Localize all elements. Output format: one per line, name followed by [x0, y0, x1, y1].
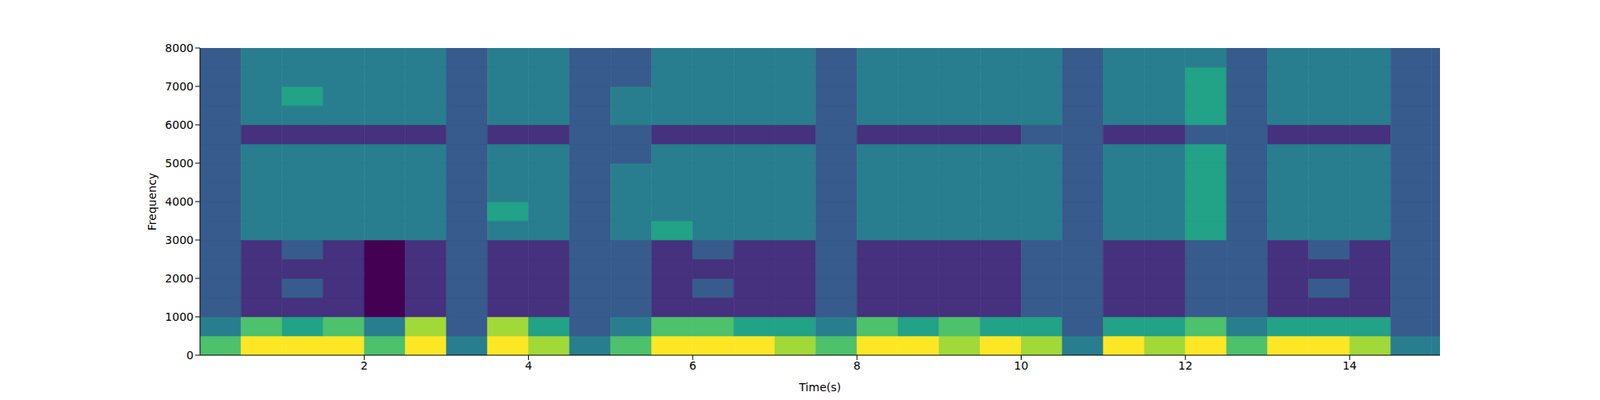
- svg-text:4: 4: [524, 359, 532, 372]
- svg-text:1000: 1000: [164, 310, 194, 324]
- svg-text:8: 8: [853, 359, 861, 372]
- svg-text:2000: 2000: [164, 272, 194, 285]
- svg-text:6000: 6000: [164, 118, 194, 132]
- svg-text:10: 10: [1014, 359, 1029, 372]
- svg-text:7000: 7000: [164, 80, 194, 93]
- svg-text:2: 2: [360, 359, 368, 372]
- svg-text:5000: 5000: [164, 156, 194, 170]
- svg-text:Time(s): Time(s): [798, 380, 841, 394]
- svg-text:6: 6: [688, 359, 696, 372]
- svg-text:12: 12: [1178, 359, 1193, 372]
- svg-text:14: 14: [1342, 359, 1357, 372]
- svg-text:Frequency: Frequency: [145, 172, 159, 231]
- svg-text:3000: 3000: [164, 233, 194, 247]
- svg-text:8000: 8000: [164, 41, 194, 55]
- svg-text:0: 0: [186, 348, 194, 362]
- svg-text:4000: 4000: [164, 195, 194, 208]
